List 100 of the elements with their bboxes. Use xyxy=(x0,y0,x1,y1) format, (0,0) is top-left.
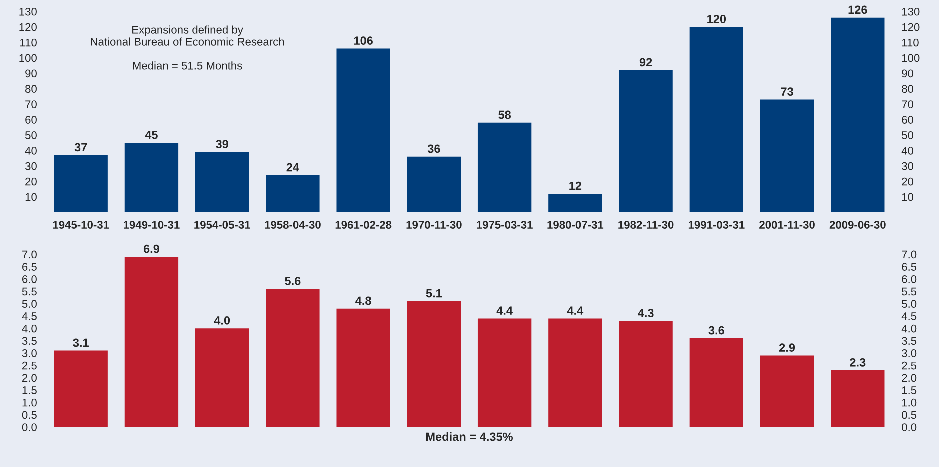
y2-tick-label: 1.5 xyxy=(902,386,917,394)
y-tick-label: 2.5 xyxy=(22,362,37,370)
bar xyxy=(548,194,602,212)
data-label: 6.9 xyxy=(144,244,160,254)
y-tick-label: 120 xyxy=(20,23,37,32)
data-label: 36 xyxy=(428,144,440,154)
bar xyxy=(196,152,250,212)
y-tick-label: 4.0 xyxy=(22,324,37,333)
y-tick-label: 110 xyxy=(20,38,37,47)
y-tick-label: 0.5 xyxy=(22,411,37,420)
y2-tick-label: 130 xyxy=(902,8,920,16)
y2-tick-label: 2.0 xyxy=(902,374,917,382)
bar xyxy=(196,328,250,428)
y-tick-label: 20 xyxy=(26,178,37,186)
bar xyxy=(266,289,320,428)
data-label: 4.4 xyxy=(496,306,513,315)
y2-tick-label: 0.0 xyxy=(902,424,917,432)
bar xyxy=(407,156,462,212)
x-tick-label: 1949-10-31 xyxy=(124,221,180,229)
x-tick-label: 1982-11-30 xyxy=(618,221,674,229)
y-tick-label: 1.5 xyxy=(22,386,37,394)
y2-tick-label: 1.0 xyxy=(902,398,917,407)
y-tick-label: 30 xyxy=(25,162,37,170)
y-tick-label: 3.0 xyxy=(22,350,37,358)
y-tick-label: 0.0 xyxy=(22,424,37,432)
data-label: 4.3 xyxy=(638,309,654,318)
bar xyxy=(478,318,532,428)
x-tick-label: 1980-07-31 xyxy=(548,221,604,229)
data-label: 2.9 xyxy=(779,344,796,352)
y2-tick-label: 0.5 xyxy=(902,411,917,420)
y2-tick-label: 60 xyxy=(902,116,914,124)
bar xyxy=(619,321,673,428)
data-label: 92 xyxy=(640,58,652,67)
bar xyxy=(760,356,814,428)
bar xyxy=(124,256,179,428)
y2-tick-label: 120 xyxy=(902,23,920,32)
y-tick-label: 7.0 xyxy=(22,250,37,259)
bar xyxy=(407,301,462,428)
bar xyxy=(54,155,108,212)
data-label: 3.1 xyxy=(73,338,89,348)
y2-tick-label: 5.5 xyxy=(902,288,917,296)
bar xyxy=(478,122,532,212)
y-tick-label: 4.5 xyxy=(22,312,37,320)
y-tick-label: 6.5 xyxy=(22,263,37,271)
data-label: 24 xyxy=(286,163,300,172)
data-label: 5.1 xyxy=(426,289,442,298)
bar xyxy=(690,27,744,212)
bar xyxy=(831,370,885,428)
y-tick-label: 50 xyxy=(25,132,37,140)
data-label: 4.4 xyxy=(567,306,584,315)
y-tick-label: 100 xyxy=(20,54,37,62)
y-tick-label: 90 xyxy=(26,70,37,78)
text: Expansions defined by National Bureau of Economic Research Median = 51.5 Months xyxy=(91,26,284,70)
y2-tick-label: 20 xyxy=(902,178,914,186)
data-label: 2.3 xyxy=(850,358,866,367)
data-label: 73 xyxy=(781,88,794,96)
bar xyxy=(831,18,885,212)
y-tick-label: 80 xyxy=(26,85,37,94)
y2-tick-label: 4.5 xyxy=(902,312,917,320)
bar xyxy=(124,142,179,212)
data-label: 4.0 xyxy=(214,316,230,325)
y2-tick-label: 30 xyxy=(902,162,914,170)
bar xyxy=(619,70,673,212)
y2-tick-label: 100 xyxy=(902,54,920,62)
y-tick-label: 3.5 xyxy=(22,337,37,346)
bar xyxy=(690,338,744,428)
x-tick-label: 1945-10-31 xyxy=(53,221,110,229)
data-label: 37 xyxy=(74,143,88,152)
y2-tick-label: 80 xyxy=(902,85,914,94)
y2-tick-label: 4.0 xyxy=(902,324,917,333)
data-label: 106 xyxy=(354,36,373,46)
y-tick-label: 40 xyxy=(25,146,37,155)
data-label: 58 xyxy=(498,110,512,120)
data-label: 5.6 xyxy=(285,276,301,286)
y-tick-label: 5.5 xyxy=(22,288,37,296)
y2-tick-label: 5.0 xyxy=(902,300,917,308)
data-label: 120 xyxy=(708,15,726,24)
data-label: 3.6 xyxy=(708,326,724,335)
y-tick-label: 1.0 xyxy=(22,398,37,407)
bar xyxy=(548,318,602,428)
y2-tick-label: 3.5 xyxy=(902,337,917,346)
y2-tick-label: 2.5 xyxy=(902,362,917,370)
bar xyxy=(266,175,320,212)
y-tick-label: 6.0 xyxy=(22,275,37,284)
y-tick-label: 70 xyxy=(26,100,37,108)
x-tick-label: 1991-03-31 xyxy=(688,221,745,229)
x-tick-label: 2009-06-30 xyxy=(830,221,886,229)
y2-tick-label: 40 xyxy=(902,146,914,155)
x-tick-label: 1975-03-31 xyxy=(477,221,533,229)
y-tick-label: 130 xyxy=(20,8,37,16)
bar xyxy=(54,350,108,428)
x-tick-label: 1954-05-31 xyxy=(194,221,250,229)
y2-tick-label: 50 xyxy=(902,132,914,140)
bar xyxy=(336,308,390,428)
bar xyxy=(760,100,814,212)
data-label: 4.8 xyxy=(356,296,372,306)
x-tick-label: 1961-02-28 xyxy=(336,221,392,229)
text: Median = 4.35% xyxy=(426,432,513,442)
y2-tick-label: 90 xyxy=(902,70,914,78)
y2-tick-label: 7.0 xyxy=(902,250,917,259)
